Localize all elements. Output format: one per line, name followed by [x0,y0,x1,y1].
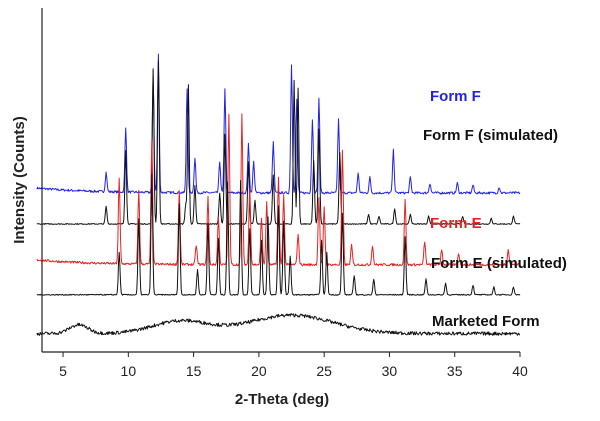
y-axis-title: Intensity (Counts) [11,116,28,244]
x-axis-title: 2-Theta (deg) [235,391,329,408]
series-labels: Form F Form F (simulated) Form E Form E (si… [423,88,567,330]
x-tick-label: 30 [382,363,398,379]
series-line-4 [36,313,521,336]
x-tick-label: 20 [251,363,267,379]
x-tick-label: 25 [316,363,332,379]
axes [41,8,520,353]
x-ticks: 5 10 15 20 25 30 35 40 [59,352,528,379]
x-tick-label: 40 [512,363,528,379]
x-tick-label: 5 [59,363,67,379]
series-label-4: Marketed Form [432,313,540,330]
traces [36,53,521,336]
series-line-0 [36,53,521,195]
series-label-2: Form E [430,215,482,232]
series-label-1: Form F (simulated) [423,127,558,144]
series-line-3 [36,173,521,296]
x-tick-label: 10 [121,363,137,379]
series-line-2 [36,113,521,267]
x-tick-label: 35 [447,363,463,379]
series-label-0: Form F [430,88,481,105]
x-tick-label: 15 [186,363,202,379]
series-label-3: Form E (simulated) [431,255,567,272]
